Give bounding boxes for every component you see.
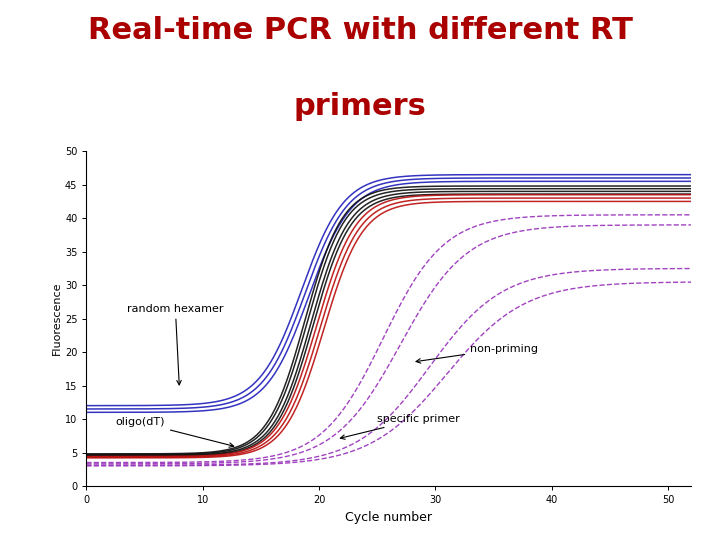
- Text: Real-time PCR with different RT: Real-time PCR with different RT: [88, 16, 632, 45]
- Text: random hexamer: random hexamer: [127, 303, 224, 385]
- X-axis label: Cycle number: Cycle number: [346, 511, 432, 524]
- Text: oligo(dT): oligo(dT): [115, 417, 234, 447]
- Y-axis label: Fluorescence: Fluorescence: [52, 282, 62, 355]
- Text: non-priming: non-priming: [416, 344, 539, 363]
- Text: specific primer: specific primer: [341, 414, 460, 439]
- Text: primers: primers: [294, 92, 426, 121]
